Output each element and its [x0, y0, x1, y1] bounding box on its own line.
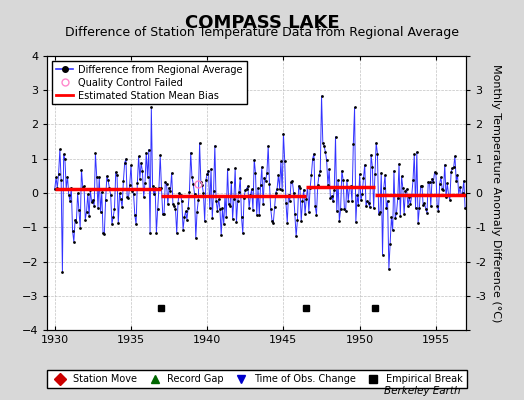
Text: Difference of Station Temperature Data from Regional Average: Difference of Station Temperature Data f… — [65, 26, 459, 39]
Text: Berkeley Earth: Berkeley Earth — [385, 386, 461, 396]
Legend: Station Move, Record Gap, Time of Obs. Change, Empirical Break: Station Move, Record Gap, Time of Obs. C… — [47, 370, 467, 388]
Text: COMPASS LAKE: COMPASS LAKE — [184, 14, 340, 32]
Y-axis label: Monthly Temperature Anomaly Difference (°C): Monthly Temperature Anomaly Difference (… — [490, 64, 500, 322]
